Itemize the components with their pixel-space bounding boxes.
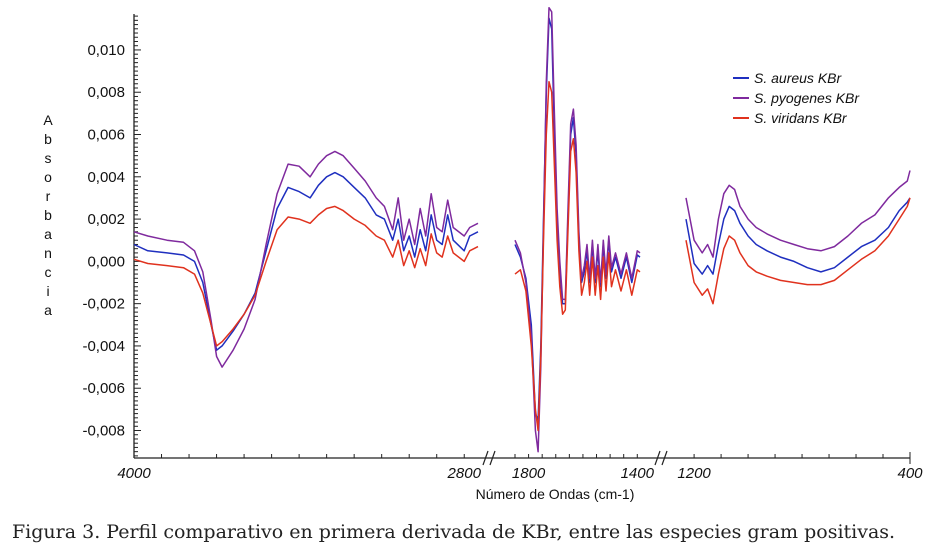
plot-area: [133, 6, 911, 453]
legend: S. aureus KBr S. pyogenes KBr S. viridans …: [733, 70, 860, 126]
axis-break-mark: [489, 450, 496, 466]
x-tick-label: 1800: [512, 465, 546, 482]
y-tick-label: 0,002: [87, 211, 125, 228]
y-axis-title-letter: a: [44, 226, 52, 242]
y-tick-label: -0,008: [82, 423, 125, 440]
series-line-2: [133, 150, 479, 368]
axis-break-mark: [661, 450, 668, 466]
axis-break-mark: [654, 450, 661, 466]
x-tick-label: 1200: [677, 465, 711, 482]
x-tick-label: 4000: [117, 465, 151, 482]
legend-label: S. aureus KBr: [754, 70, 842, 86]
chart: 0,010 0,008 0,006 0,004 0,002 0,000 -0,002 -0,0…: [43, 6, 923, 502]
y-axis-title-letter: b: [44, 207, 52, 223]
series-line-3: [685, 197, 911, 305]
series-line-2: [685, 170, 911, 258]
y-axis-title-letter: n: [44, 245, 52, 261]
x-tick-label: 400: [897, 465, 923, 482]
x-axis: 4000 2800 1800 1400 1200 400: [117, 454, 923, 482]
series-line-3: [133, 205, 479, 347]
y-axis-title-letter: i: [46, 283, 49, 299]
axis-break-mark: [482, 450, 489, 466]
y-tick-label: -0,002: [82, 296, 125, 313]
y-tick-label: 0,010: [87, 42, 125, 59]
y-axis-title-letter: s: [45, 150, 52, 166]
y-tick-label: -0,004: [82, 338, 125, 355]
y-axis: 0,010 0,008 0,006 0,004 0,002 0,000 -0,002 -0,0…: [82, 15, 141, 457]
y-tick-label: 0,008: [87, 84, 125, 101]
y-tick-label: 0,006: [87, 127, 125, 144]
x-axis-title: Número de Ondas (cm-1): [476, 486, 635, 502]
y-axis-title-letter: A: [43, 112, 53, 128]
x-tick-label: 2800: [447, 465, 482, 482]
series-line-1: [685, 197, 911, 275]
y-axis-title-letter: c: [45, 264, 52, 280]
y-tick-label: 0,000: [87, 253, 125, 270]
figure-caption: Figura 3. Perfil comparativo en primera …: [12, 521, 896, 543]
x-tick-label: 1400: [621, 465, 655, 482]
legend-label: S. viridans KBr: [754, 110, 848, 126]
y-axis-title-letter: r: [46, 188, 51, 204]
y-tick-label: -0,006: [82, 380, 125, 397]
legend-label: S. pyogenes KBr: [754, 90, 860, 106]
series-line-3: [514, 80, 641, 432]
y-axis-title-letter: o: [44, 169, 52, 185]
y-tick-label: 0,004: [87, 169, 125, 186]
y-axis-title-letter: a: [44, 302, 52, 318]
y-axis-title-letter: b: [44, 131, 52, 147]
